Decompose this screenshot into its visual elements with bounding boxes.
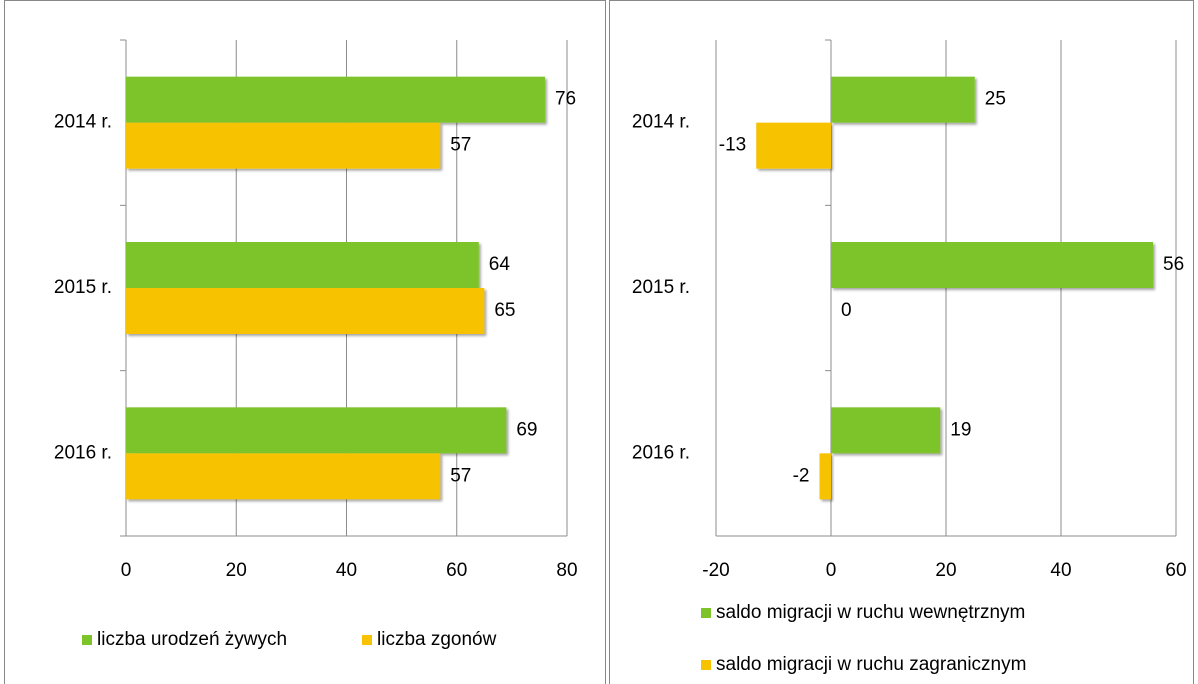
legend-swatch xyxy=(362,635,372,645)
x-tick-label: 20 xyxy=(226,560,247,581)
x-tick-label: 0 xyxy=(826,560,837,581)
legend-label: saldo migracji w ruchu wewnętrznym xyxy=(716,602,1025,623)
y-tick-label: 2014 r. xyxy=(632,112,690,133)
data-label: 69 xyxy=(516,419,537,440)
y-tick-label: 2015 r. xyxy=(632,277,690,298)
data-label: 25 xyxy=(985,89,1006,110)
data-label: -2 xyxy=(793,465,810,486)
legend-swatch xyxy=(82,635,92,645)
bar xyxy=(831,407,941,454)
data-label: 19 xyxy=(950,419,971,440)
legend-label: liczba urodzeń żywych xyxy=(97,629,287,650)
y-tick-label: 2015 r. xyxy=(54,277,112,298)
bar xyxy=(831,76,975,123)
data-label: 64 xyxy=(489,254,511,275)
y-tick-label: 2014 r. xyxy=(54,112,112,133)
bar xyxy=(126,407,507,454)
data-label: 57 xyxy=(450,135,471,156)
x-tick-label: 40 xyxy=(1050,560,1071,581)
x-tick-label: 20 xyxy=(935,560,956,581)
x-tick-label: 60 xyxy=(1165,560,1186,581)
bar xyxy=(831,242,1153,288)
panel-border xyxy=(4,0,606,684)
legend-label: liczba zgonów xyxy=(377,629,497,650)
bar xyxy=(819,453,831,500)
panel-border xyxy=(609,0,1194,684)
data-label: 0 xyxy=(841,300,852,321)
x-tick-label: 0 xyxy=(121,560,132,581)
data-label: 76 xyxy=(555,89,576,110)
bar xyxy=(126,288,485,334)
bar xyxy=(126,453,441,500)
data-label: -13 xyxy=(719,135,746,156)
x-tick-label: 60 xyxy=(446,560,467,581)
legend-swatch xyxy=(701,660,711,670)
x-tick-label: -20 xyxy=(702,560,729,581)
y-tick-label: 2016 r. xyxy=(632,442,690,463)
bar xyxy=(126,242,479,288)
x-tick-label: 40 xyxy=(336,560,357,581)
legend-label: saldo migracji w ruchu zagranicznym xyxy=(716,654,1026,675)
legend-swatch xyxy=(701,608,711,618)
bar xyxy=(126,122,441,169)
y-tick-label: 2016 r. xyxy=(54,442,112,463)
bar xyxy=(126,76,545,123)
data-label: 65 xyxy=(494,300,515,321)
data-label: 57 xyxy=(450,465,471,486)
data-label: 56 xyxy=(1163,254,1184,275)
bar xyxy=(756,122,831,169)
x-tick-label: 80 xyxy=(556,560,577,581)
